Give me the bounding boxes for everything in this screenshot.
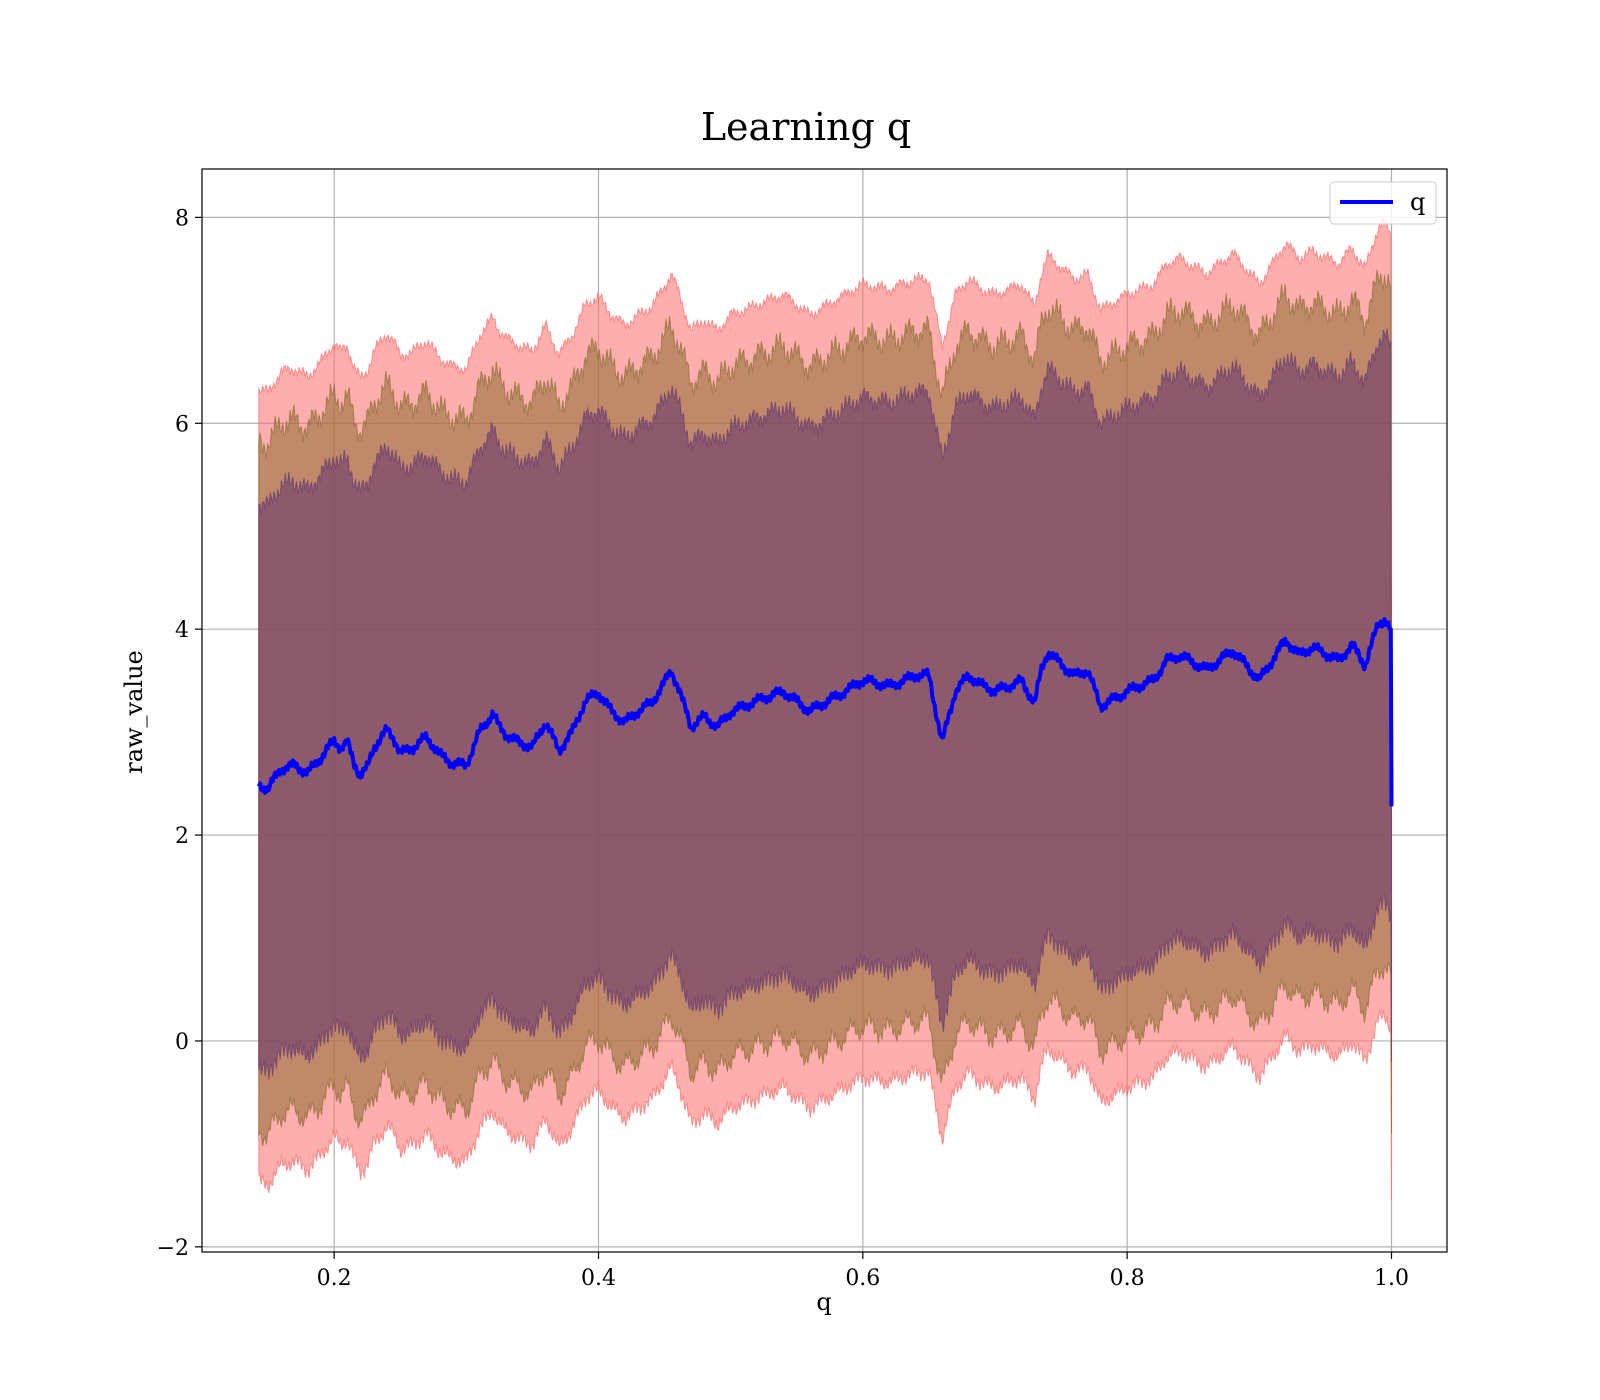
x-axis-label: q bbox=[816, 1288, 831, 1316]
y-tick-label: 2 bbox=[175, 824, 189, 849]
y-tick-label: 6 bbox=[175, 412, 189, 437]
y-tick-label: 0 bbox=[175, 1030, 189, 1055]
y-axis-label: raw_value bbox=[120, 650, 148, 774]
chart-title: Learning q bbox=[701, 105, 911, 149]
plot-frame bbox=[201, 168, 1448, 1253]
x-tick-label: 0.6 bbox=[845, 1266, 880, 1291]
y-tick-label: 4 bbox=[175, 618, 189, 643]
x-tick-label: 0.2 bbox=[317, 1266, 352, 1291]
legend: q bbox=[1329, 181, 1437, 225]
y-tick-label: −2 bbox=[157, 1236, 189, 1261]
line-layer bbox=[256, 617, 1394, 807]
series-line-q bbox=[256, 617, 1394, 807]
x-tick-label: 0.4 bbox=[581, 1266, 616, 1291]
plot-area: 0.2 0.4 0.6 0.8 1.0 −2 0 2 4 6 8 bbox=[157, 168, 1448, 1291]
legend-label-q: q bbox=[1410, 188, 1425, 216]
tick-layer: 0.2 0.4 0.6 0.8 1.0 −2 0 2 4 6 8 bbox=[157, 206, 1409, 1291]
y-tick-label: 8 bbox=[175, 206, 189, 231]
x-tick-label: 1.0 bbox=[1374, 1266, 1409, 1291]
x-tick-label: 0.8 bbox=[1110, 1266, 1145, 1291]
